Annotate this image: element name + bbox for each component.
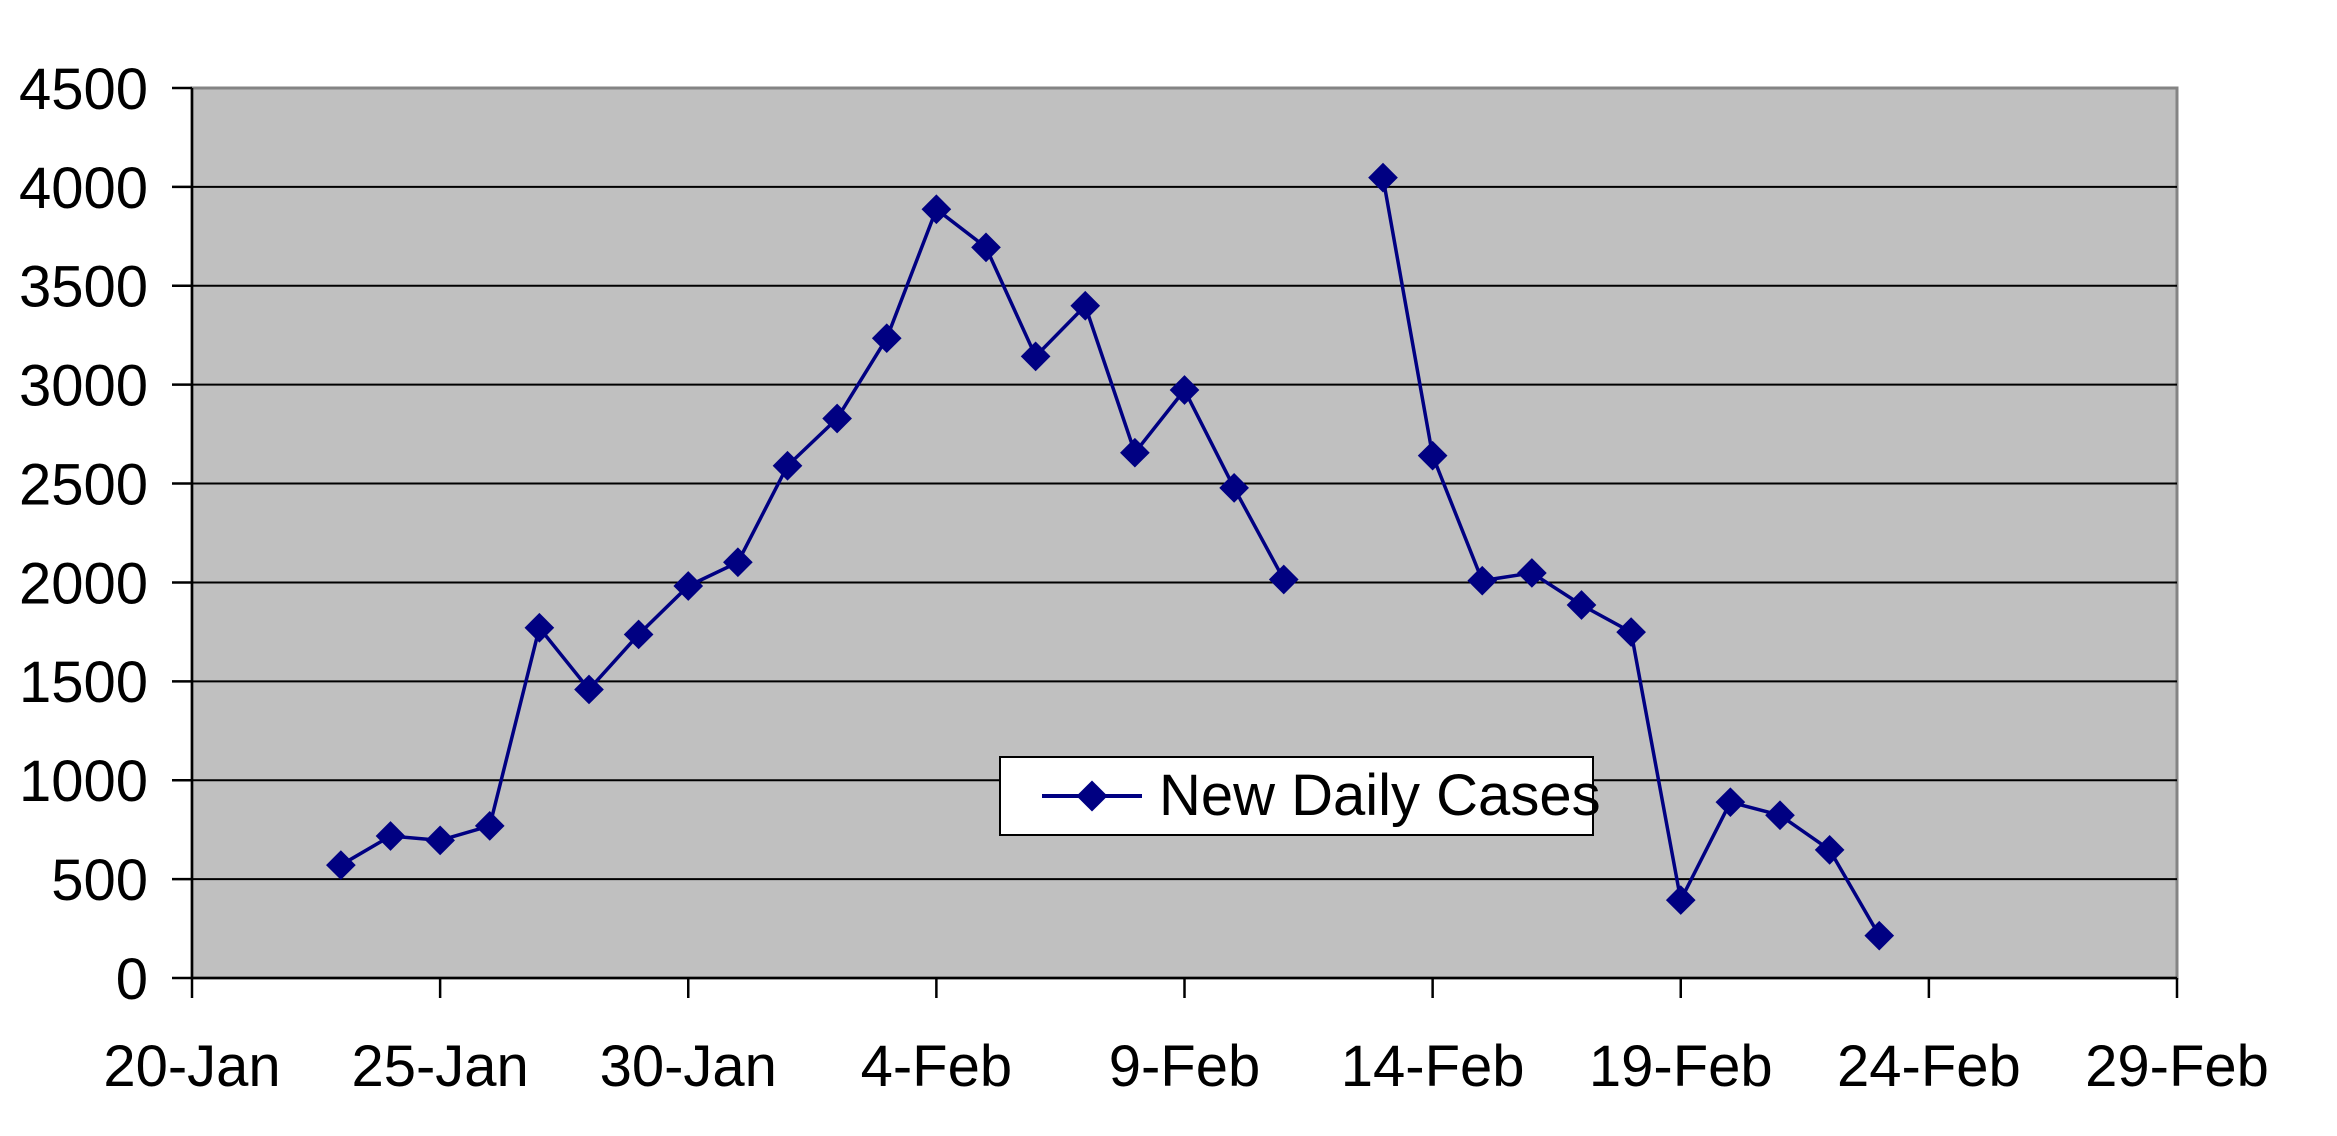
x-tick-label-20-Jan: 20-Jan bbox=[103, 1034, 280, 1099]
plot-area bbox=[190, 86, 2179, 980]
data-point-marker-17-Feb bbox=[1566, 590, 1597, 620]
y-tick-label-1500: 1500 bbox=[19, 650, 148, 715]
data-point-marker-11-Feb bbox=[1268, 564, 1299, 595]
data-point-marker-9-Feb bbox=[1169, 375, 1200, 405]
data-point-marker-13-Feb bbox=[1368, 162, 1398, 193]
y-tick-label-4500: 4500 bbox=[19, 57, 148, 122]
y-tick-label-1000: 1000 bbox=[19, 749, 148, 814]
data-point-marker-7-Feb bbox=[1070, 290, 1101, 321]
data-point-marker-20-Feb bbox=[1715, 787, 1746, 818]
data-point-marker-22-Feb bbox=[1814, 834, 1845, 865]
y-tick-label-4000: 4000 bbox=[19, 156, 148, 221]
data-point-marker-19-Feb bbox=[1665, 885, 1696, 915]
legend-series-sample bbox=[1042, 780, 1142, 812]
x-axis: 20-Jan 25-Jan 30-Jan 4-Feb 9-Feb 14-Feb 19-Feb… bbox=[103, 976, 2269, 1099]
data-point-marker-10-Feb bbox=[1219, 473, 1249, 503]
data-point-marker-16-Feb bbox=[1517, 558, 1547, 588]
x-tick-label-4-Feb: 4-Feb bbox=[861, 1034, 1013, 1099]
y-axis: 0 500 1000 1500 2000 2500 3000 3500 4000 4500 bbox=[19, 57, 194, 1012]
series-line-segment bbox=[339, 206, 1286, 867]
y-tick-label-0: 0 bbox=[116, 947, 148, 1012]
chart-legend: New Daily Cases bbox=[999, 756, 1601, 836]
data-point-marker-23-Feb bbox=[1864, 920, 1895, 951]
legend-series-label: New Daily Cases bbox=[1159, 763, 1601, 828]
x-tick-label-24-Feb: 24-Feb bbox=[1837, 1034, 2021, 1099]
y-tick-label-2000: 2000 bbox=[19, 551, 148, 616]
x-tick-label-9-Feb: 9-Feb bbox=[1109, 1034, 1261, 1099]
data-point-marker-21-Feb bbox=[1765, 800, 1795, 831]
x-tick-label-14-Feb: 14-Feb bbox=[1341, 1034, 1525, 1099]
data-point-marker-18-Feb bbox=[1616, 617, 1646, 647]
data-point-marker-8-Feb bbox=[1120, 437, 1150, 468]
y-tick-label-3000: 3000 bbox=[19, 354, 148, 419]
y-tick-label-500: 500 bbox=[51, 848, 148, 913]
x-tick-label-19-Feb: 19-Feb bbox=[1589, 1034, 1773, 1099]
data-point-marker-6-Feb bbox=[1020, 341, 1051, 372]
legend-diamond-icon bbox=[1076, 780, 1108, 812]
x-tick-label-25-Jan: 25-Jan bbox=[351, 1034, 528, 1099]
data-point-marker-15-Feb bbox=[1467, 565, 1498, 596]
y-tick-label-2500: 2500 bbox=[19, 452, 148, 517]
x-tick-label-29-Feb: 29-Feb bbox=[2085, 1034, 2269, 1099]
data-point-marker-14-Feb bbox=[1417, 440, 1448, 471]
x-tick-label-30-Jan: 30-Jan bbox=[600, 1034, 777, 1099]
y-tick-label-3500: 3500 bbox=[19, 255, 148, 320]
